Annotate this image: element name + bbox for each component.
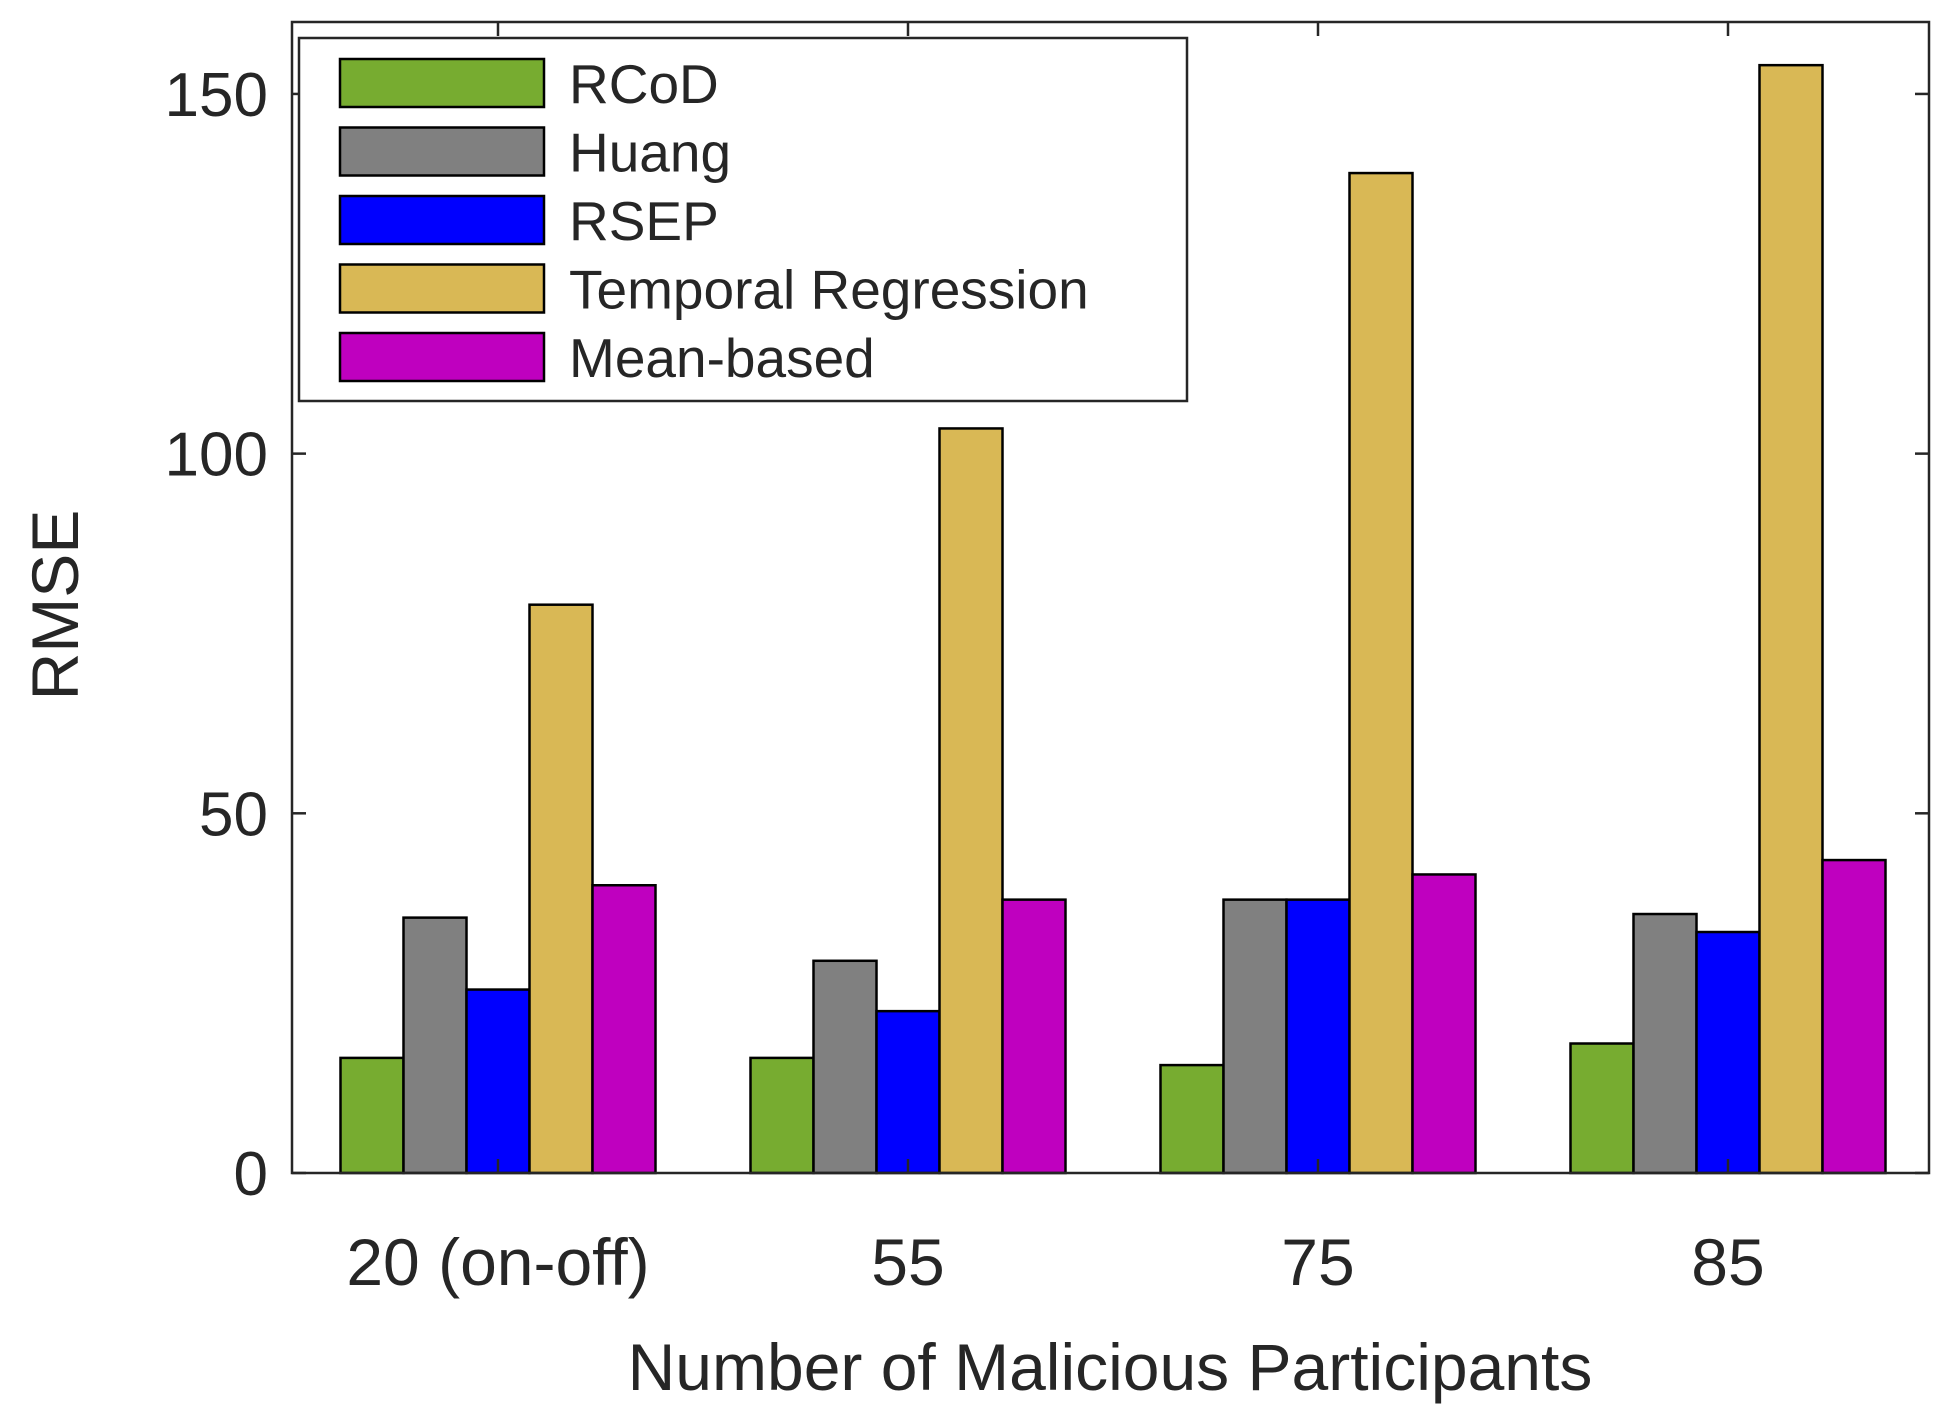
- y-tick-label: 50: [199, 780, 268, 849]
- ticks-layer: 0 50 100 150 20 (on-off) 55 75 85: [165, 22, 1929, 1299]
- legend-label-mean-based: Mean-based: [569, 327, 875, 389]
- bar-rsep-3: [1285, 898, 1351, 1175]
- bar-mean-based-3: [1411, 873, 1477, 1175]
- bar-temporal-regression-4: [1758, 63, 1824, 1175]
- legend-label-rsep: RSEP: [569, 190, 719, 252]
- bar-huang-3: [1222, 898, 1288, 1175]
- legend-label-huang: Huang: [569, 122, 731, 184]
- legend-label-temporal-regression: Temporal Regression: [569, 259, 1089, 321]
- bar-temporal-regression-3: [1348, 171, 1414, 1175]
- bar-mean-based-2: [1001, 898, 1067, 1175]
- bar-rsep-4: [1695, 930, 1761, 1175]
- bar-mean-based-4: [1821, 858, 1887, 1175]
- legend-swatch-temporal-regression: [338, 263, 546, 314]
- bar-temporal-regression-2: [938, 427, 1004, 1175]
- legend-swatch-rcod: [338, 57, 546, 109]
- legend-swatch-rsep: [338, 194, 546, 246]
- bar-temporal-regression-1: [528, 603, 594, 1175]
- bar-rcod-4: [1569, 1042, 1635, 1175]
- x-axis-label: Number of Malicious Participants: [628, 1330, 1593, 1404]
- bar-mean-based-1: [591, 884, 657, 1175]
- bar-huang-4: [1632, 912, 1698, 1175]
- x-tick-label: 85: [1691, 1225, 1764, 1299]
- bar-rsep-2: [875, 1009, 941, 1175]
- legend-swatch-mean-based: [338, 331, 546, 383]
- x-tick-label: 75: [1281, 1225, 1354, 1299]
- legend-swatch-huang: [338, 126, 546, 177]
- bar-huang-2: [812, 959, 878, 1175]
- legend-label-rcod: RCoD: [569, 53, 719, 115]
- bar-huang-1: [402, 916, 468, 1175]
- axes-box: [290, 20, 1931, 1175]
- x-tick-label: 20 (on-off): [346, 1225, 649, 1299]
- y-tick-label: 150: [165, 61, 268, 130]
- bar-rcod-3: [1159, 1063, 1225, 1175]
- y-tick-label: 100: [165, 421, 268, 490]
- bar-rcod-2: [749, 1056, 815, 1175]
- y-tick-label: 0: [234, 1140, 268, 1209]
- bar-rcod-1: [339, 1056, 405, 1175]
- y-axis-label: RMSE: [18, 510, 92, 701]
- bar-rsep-1: [465, 988, 531, 1175]
- bars-layer: [339, 63, 1887, 1175]
- x-tick-label: 55: [871, 1225, 944, 1299]
